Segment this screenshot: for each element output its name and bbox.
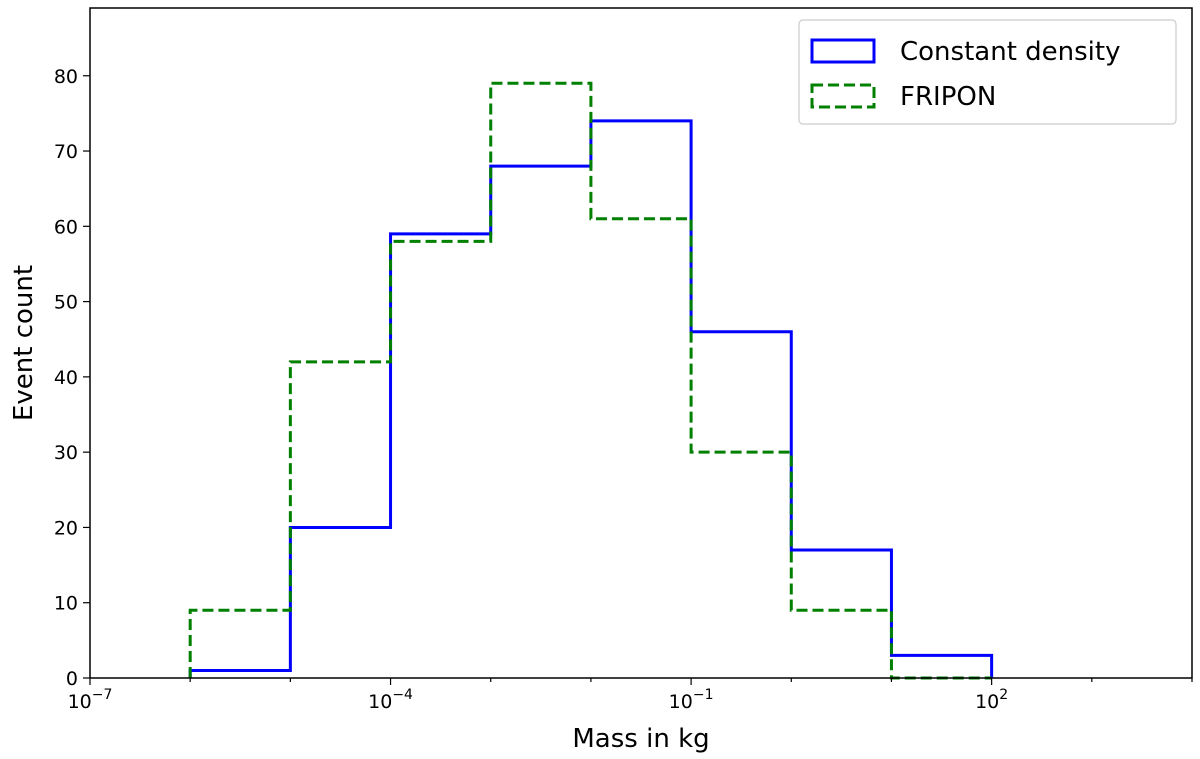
x-tick-label: 10−7 <box>68 687 113 713</box>
series-layer <box>188 81 994 680</box>
y-axis: 0 10 20 30 40 50 60 70 80 <box>54 66 90 690</box>
series-constant-density <box>188 119 994 678</box>
legend: Constant density FRIPON <box>798 19 1177 125</box>
y-tick-label: 20 <box>54 517 78 539</box>
x-tick-label: 102 <box>975 687 1008 713</box>
legend-swatch-fripon <box>810 83 876 109</box>
plot-frame <box>89 7 1193 679</box>
x-tick-label: 10−1 <box>669 687 714 713</box>
x-tick-label: 10−4 <box>368 687 413 713</box>
y-tick-label: 70 <box>54 141 78 163</box>
y-tick-label: 80 <box>54 66 78 88</box>
y-tick-label: 60 <box>54 216 78 238</box>
y-axis-label: Event count <box>9 265 39 421</box>
legend-box <box>798 19 1177 125</box>
x-axis: 10−7 10−4 10−1 102 <box>68 678 1193 713</box>
y-tick-label: 10 <box>54 593 78 615</box>
y-tick-label: 40 <box>54 367 78 389</box>
y-tick-label: 30 <box>54 442 78 464</box>
series-fripon <box>188 81 992 680</box>
legend-label-fripon: FRIPON <box>900 82 996 112</box>
y-tick-label: 0 <box>66 668 78 690</box>
legend-label-constant-density: Constant density <box>900 37 1120 67</box>
x-axis-label: Mass in kg <box>572 724 709 754</box>
legend-swatch-constant-density <box>810 38 876 64</box>
y-tick-label: 50 <box>54 292 78 314</box>
